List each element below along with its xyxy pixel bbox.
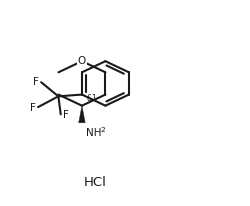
Polygon shape [78,106,85,123]
Text: HCl: HCl [84,176,106,189]
Text: F: F [33,77,39,87]
Text: O: O [78,56,86,66]
Text: F: F [63,110,69,120]
Text: NH: NH [86,128,102,138]
Text: 2: 2 [100,127,105,133]
Text: &1: &1 [86,94,97,103]
Text: F: F [30,103,36,112]
